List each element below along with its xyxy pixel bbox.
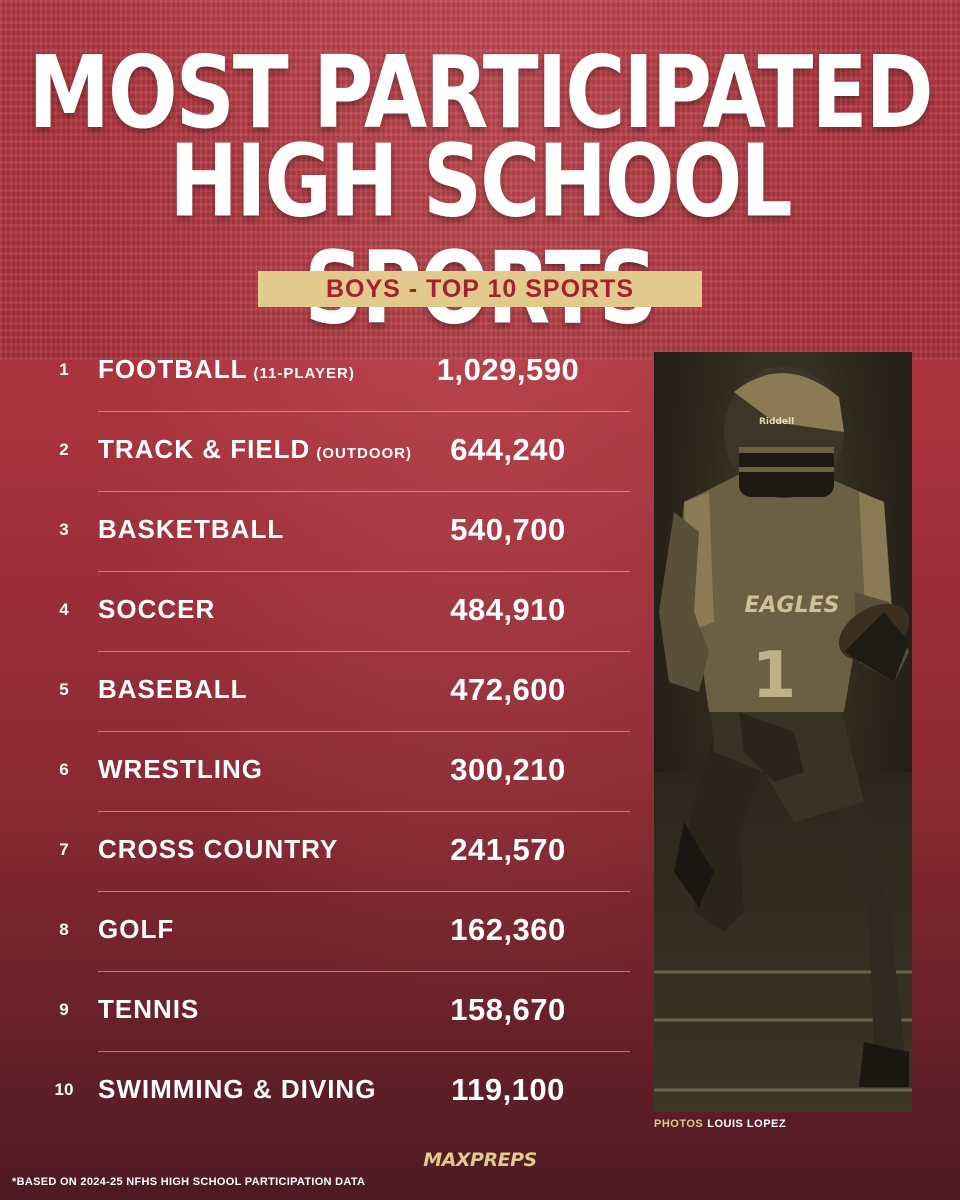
sport-label: TENNIS (98, 994, 200, 1024)
list-item: 3 BASKETBALL 540,700 (0, 492, 640, 572)
helmet-brand: Riddell (759, 417, 794, 427)
participation-count: 472,600 (450, 672, 566, 707)
participation-count: 119,100 (451, 1072, 565, 1107)
list-item: 5 BASEBALL 472,600 (0, 652, 640, 732)
photo-credit-name: LOUIS LOPEZ (707, 1118, 787, 1130)
football-player-illustration: EAGLES 1 Riddell (654, 366, 912, 1112)
sport-name: GOLF (98, 914, 174, 945)
list-item: 7 CROSS COUNTRY 241,570 (0, 812, 640, 892)
list-item: 1 FOOTBALL (11-PLAYER) 1,029,590 (0, 332, 640, 412)
sport-name: CROSS COUNTRY (98, 834, 338, 865)
list-item: 9 TENNIS 158,670 (0, 972, 640, 1052)
list-item: 8 GOLF 162,360 (0, 892, 640, 972)
participation-count: 241,570 (450, 832, 566, 867)
sport-name: BASKETBALL (98, 514, 284, 545)
sport-label: FOOTBALL (98, 354, 248, 384)
sport-label: TRACK & FIELD (98, 434, 311, 464)
sport-qualifier: (OUTDOOR) (316, 445, 412, 462)
row-divider (98, 651, 630, 652)
sport-name: TENNIS (98, 994, 199, 1025)
jersey-number: 1 (752, 639, 797, 713)
row-divider (98, 411, 630, 412)
maxpreps-logo: MAXPREPS (423, 1149, 537, 1171)
list-item: 10 SWIMMING & DIVING 119,100 (0, 1052, 640, 1132)
sport-name: TRACK & FIELD (OUTDOOR) (98, 434, 412, 465)
rank-number: 1 (59, 360, 69, 379)
participation-count: 158,670 (450, 992, 566, 1027)
row-divider (98, 971, 630, 972)
participation-count: 162,360 (450, 912, 566, 947)
jersey-text: EAGLES (744, 593, 839, 618)
participation-count: 540,700 (450, 512, 566, 547)
participation-count: 1,029,590 (436, 352, 580, 387)
player-photo: EAGLES 1 Riddell (654, 352, 912, 1112)
sport-label: CROSS COUNTRY (98, 834, 339, 864)
rank-number: 2 (59, 440, 69, 459)
sport-name: FOOTBALL (11-PLAYER) (98, 354, 355, 385)
footnote: *BASED ON 2024-25 NFHS HIGH SCHOOL PARTI… (12, 1176, 366, 1188)
sport-label: WRESTLING (98, 754, 263, 784)
participation-count: 644,240 (450, 432, 566, 467)
title-line-2: HIGH SCHOOL SPORTS (169, 123, 792, 343)
rank-number: 9 (59, 1000, 69, 1019)
sport-label: SWIMMING & DIVING (98, 1074, 377, 1104)
rank-number: 10 (54, 1080, 74, 1099)
photo-credit-label: PHOTOS (654, 1118, 704, 1130)
sport-label: BASEBALL (98, 674, 248, 704)
rank-number: 3 (59, 520, 69, 539)
sport-name: SWIMMING & DIVING (98, 1074, 376, 1105)
rank-number: 6 (59, 760, 69, 779)
row-divider (98, 491, 630, 492)
row-divider (98, 1051, 630, 1052)
rank-number: 8 (59, 920, 69, 939)
rank-number: 4 (59, 600, 69, 619)
photo-credit: PHOTOS LOUIS LOPEZ (654, 1118, 786, 1130)
sport-name: WRESTLING (98, 754, 263, 785)
title-line-1: MOST PARTICIPATED (28, 35, 933, 152)
participation-count: 300,210 (450, 752, 566, 787)
list-item: 6 WRESTLING 300,210 (0, 732, 640, 812)
sport-label: GOLF (98, 914, 175, 944)
subtitle-banner: BOYS - TOP 10 SPORTS (258, 271, 702, 307)
row-divider (98, 811, 630, 812)
rank-number: 5 (59, 680, 69, 699)
list-item: 4 SOCCER 484,910 (0, 572, 640, 652)
sport-qualifier: (11-PLAYER) (253, 365, 355, 382)
row-divider (98, 571, 630, 572)
sport-name: SOCCER (98, 594, 215, 625)
rank-number: 7 (59, 840, 69, 859)
row-divider (98, 731, 630, 732)
row-divider (98, 891, 630, 892)
list-item: 2 TRACK & FIELD (OUTDOOR) 644,240 (0, 412, 640, 492)
sport-label: SOCCER (98, 594, 216, 624)
participation-count: 484,910 (450, 592, 566, 627)
sport-label: BASKETBALL (98, 514, 285, 544)
sport-name: BASEBALL (98, 674, 248, 705)
